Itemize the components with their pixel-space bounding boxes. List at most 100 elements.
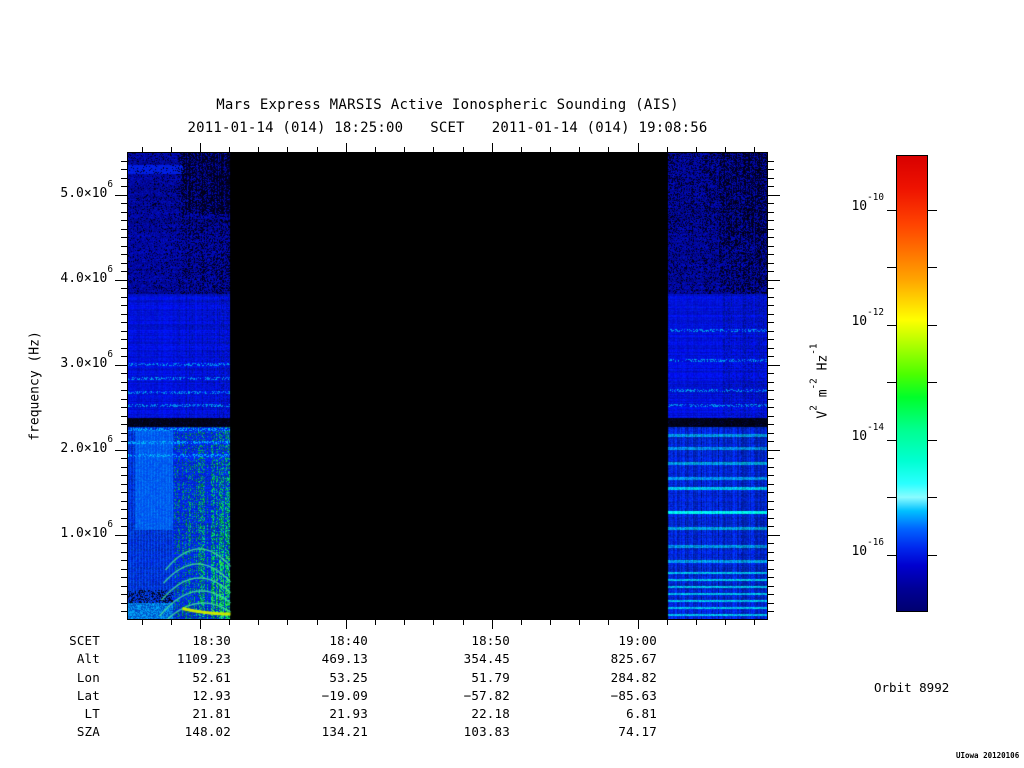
ephemeris-row-label-scet: SCET <box>69 633 100 648</box>
tick-mark <box>121 484 127 485</box>
tick-mark <box>768 365 780 366</box>
tick-mark <box>768 467 774 468</box>
tick-mark <box>768 195 780 196</box>
tick-mark <box>121 390 127 391</box>
tick-mark <box>928 497 937 498</box>
tick-mark <box>550 620 551 625</box>
tick-mark <box>696 147 697 152</box>
credit-stamp: UIowa 20120106 <box>956 751 1020 760</box>
tick-mark <box>115 280 127 281</box>
tick-mark <box>768 526 774 527</box>
tick-mark <box>121 518 127 519</box>
tick-mark <box>928 210 937 211</box>
tick-mark <box>121 492 127 493</box>
tick-mark <box>768 169 774 170</box>
tick-mark <box>667 620 668 625</box>
ephemeris-value: 21.93 <box>329 706 368 722</box>
ephemeris-value: 12.93 <box>192 687 231 703</box>
tick-mark <box>121 271 127 272</box>
ephemeris-value: 51.79 <box>471 669 510 685</box>
ephemeris-value: 18:40 <box>329 633 368 648</box>
tick-mark <box>768 424 774 425</box>
tick-mark <box>768 186 774 187</box>
plot-subtitle: 2011-01-14 (014) 18:25:00 SCET 2011-01-1… <box>127 120 768 136</box>
tick-mark <box>768 560 774 561</box>
tick-mark <box>121 203 127 204</box>
tick-mark <box>258 620 259 625</box>
tick-mark <box>229 147 230 152</box>
tick-mark <box>768 339 774 340</box>
tick-mark <box>768 229 774 230</box>
tick-mark <box>115 195 127 196</box>
tick-mark <box>121 603 127 604</box>
tick-mark <box>928 267 937 268</box>
colorbar-tick-label: 10-12 <box>851 307 884 329</box>
tick-mark <box>754 147 755 152</box>
ephemeris-value: 469.13 <box>321 651 368 667</box>
tick-mark <box>171 620 172 625</box>
tick-mark <box>768 382 774 383</box>
tick-mark <box>768 475 774 476</box>
colorbar-tick-label: 10-16 <box>851 537 884 559</box>
ephemeris-table: SCET 18:30 18:40 18:50 19:00 Alt 1109.23 469.13… <box>0 633 657 743</box>
tick-mark <box>121 314 127 315</box>
tick-mark <box>768 458 774 459</box>
tick-mark <box>121 178 127 179</box>
ephemeris-value: −19.09 <box>321 687 368 703</box>
scet-end-time: 2011-01-14 (014) 19:08:56 <box>491 120 708 136</box>
tick-mark <box>121 246 127 247</box>
tick-mark <box>200 143 201 152</box>
frequency-tick-label: 5.0×106 <box>60 179 113 201</box>
tick-mark <box>928 555 937 556</box>
ephemeris-row-label-alt: Alt <box>76 651 100 667</box>
tick-mark <box>121 382 127 383</box>
tick-mark <box>521 620 522 625</box>
tick-mark <box>768 263 774 264</box>
tick-mark <box>121 339 127 340</box>
ephemeris-value: 21.81 <box>192 706 231 722</box>
tick-mark <box>768 271 774 272</box>
tick-mark <box>768 577 774 578</box>
tick-mark <box>768 543 774 544</box>
tick-mark <box>121 501 127 502</box>
tick-mark <box>768 535 780 536</box>
tick-mark <box>121 433 127 434</box>
frequency-tick-label: 4.0×106 <box>60 264 113 286</box>
tick-mark <box>121 552 127 553</box>
tick-mark <box>121 424 127 425</box>
tick-mark <box>768 348 774 349</box>
tick-mark <box>121 543 127 544</box>
tick-mark <box>121 399 127 400</box>
tick-mark <box>768 254 774 255</box>
tick-mark <box>768 416 774 417</box>
colorbar-axis-label: V2 m-2 Hz-1 <box>808 343 831 419</box>
tick-mark <box>121 569 127 570</box>
tick-mark <box>121 322 127 323</box>
tick-mark <box>463 147 464 152</box>
tick-mark <box>121 212 127 213</box>
tick-mark <box>433 620 434 625</box>
tick-mark <box>768 356 774 357</box>
colorbar-tick-label: 10-14 <box>851 422 884 444</box>
tick-mark <box>121 475 127 476</box>
tick-mark <box>768 322 774 323</box>
tick-mark <box>768 280 780 281</box>
tick-mark <box>887 382 896 383</box>
tick-mark <box>375 620 376 625</box>
ephemeris-value: −57.82 <box>463 687 510 703</box>
tick-mark <box>121 560 127 561</box>
tick-mark <box>768 586 774 587</box>
frequency-tick-label: 3.0×106 <box>60 349 113 371</box>
tick-mark <box>463 620 464 625</box>
ephemeris-value: 22.18 <box>471 706 510 722</box>
tick-mark <box>768 305 774 306</box>
tick-mark <box>346 620 347 629</box>
tick-mark <box>768 212 774 213</box>
tick-mark <box>375 147 376 152</box>
tick-mark <box>121 356 127 357</box>
ephemeris-value: 103.83 <box>463 724 510 740</box>
tick-mark <box>121 288 127 289</box>
tick-mark <box>768 373 774 374</box>
tick-mark <box>121 467 127 468</box>
